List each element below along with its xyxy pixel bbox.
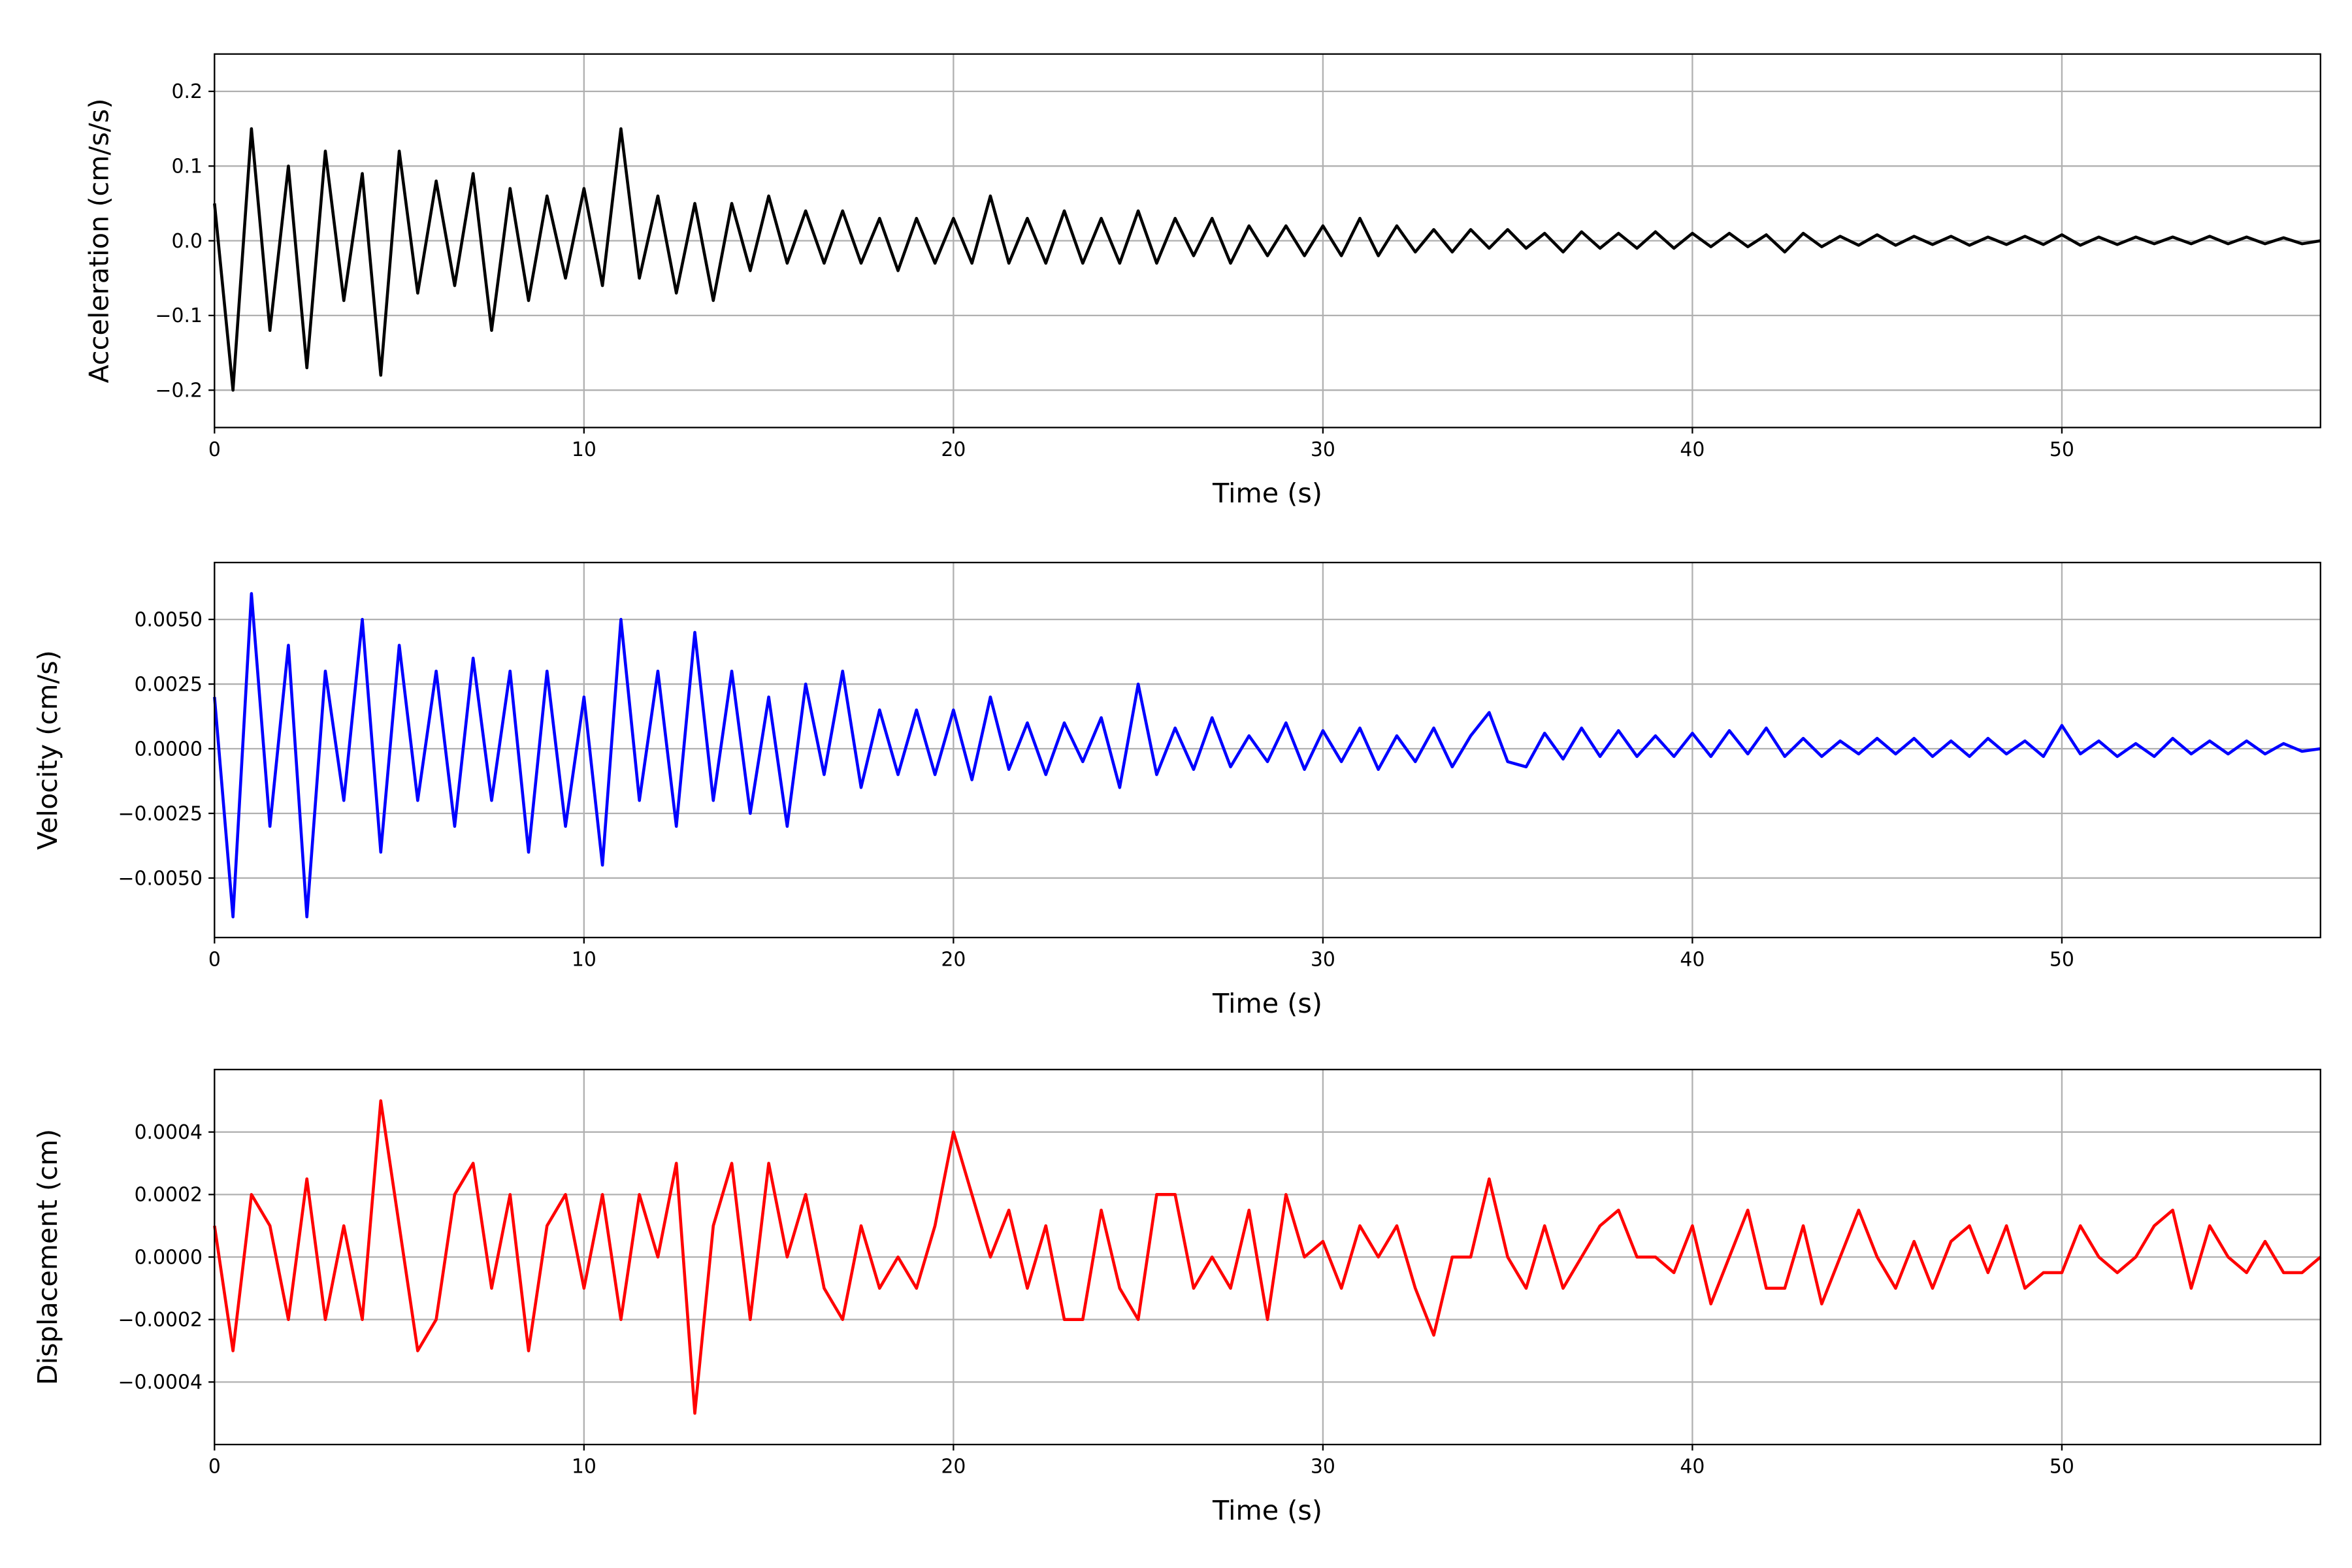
y-tick-label: 0.0050: [135, 608, 203, 631]
x-tick-label: 40: [1680, 949, 1705, 972]
x-axis-label: Time (s): [1212, 1495, 1322, 1526]
plot-frame: [214, 561, 2321, 939]
x-tick-label: 0: [208, 438, 221, 461]
x-tick-label: 10: [572, 438, 596, 461]
subplot: 0 10 20 30 40 50 −0.2 −0.1 0.0 0.1 0.2 Time (s) Acce…: [83, 53, 2321, 509]
x-tick-label: 50: [2050, 1456, 2074, 1478]
y-axis-label: Displacement (cm): [32, 1129, 63, 1385]
y-axis-label: Velocity (cm/s): [32, 650, 63, 850]
data-line: [213, 592, 2321, 919]
x-tick-label: 0: [208, 949, 221, 972]
y-tick-label: −0.0050: [118, 867, 203, 890]
y-tick-label: 0.0000: [135, 1246, 203, 1269]
x-tick-label: 10: [572, 1456, 596, 1478]
data-line: [213, 1099, 2322, 1415]
x-tick-label: 20: [941, 438, 966, 461]
x-tick-label: 30: [1311, 949, 1335, 972]
y-tick-label: −0.0025: [118, 802, 203, 825]
x-axis-label: Time (s): [1212, 988, 1322, 1019]
y-tick-label: 0.0004: [135, 1121, 203, 1144]
y-tick-label: −0.2: [155, 380, 203, 402]
x-tick-label: 40: [1680, 1456, 1705, 1478]
y-tick-label: −0.0002: [118, 1309, 203, 1331]
subplot: 0 10 20 30 40 50 −0.0004 −0.0002 0.0000 0.0002 0.0…: [32, 1068, 2322, 1526]
plot-frame: [214, 53, 2321, 429]
x-tick-label: 0: [208, 1456, 221, 1478]
y-tick-label: −0.1: [155, 304, 203, 327]
subplot: 0 10 20 30 40 50 −0.0050 −0.0025 0.0000 0.0025 0.0…: [32, 561, 2321, 1019]
plot-frame: [214, 1068, 2321, 1446]
x-tick-label: 50: [2050, 438, 2074, 461]
x-tick-label: 20: [941, 949, 966, 972]
x-axis-label: Time (s): [1212, 478, 1322, 509]
y-tick-label: 0.0000: [135, 738, 203, 760]
y-tick-label: 0.1: [172, 155, 203, 178]
y-tick-label: 0.0025: [135, 673, 203, 696]
x-tick-label: 20: [941, 1456, 966, 1478]
y-tick-label: 0.0: [172, 230, 203, 253]
x-tick-label: 40: [1680, 438, 1705, 461]
x-tick-label: 50: [2050, 949, 2074, 972]
x-tick-label: 30: [1311, 438, 1335, 461]
data-line: [213, 127, 2321, 392]
y-tick-label: −0.0004: [118, 1371, 203, 1394]
y-tick-label: 0.2: [172, 80, 203, 103]
x-tick-label: 30: [1311, 1456, 1335, 1478]
x-tick-label: 10: [572, 949, 596, 972]
y-axis-label: Acceleration (cm/s/s): [83, 99, 114, 384]
y-tick-label: 0.0002: [135, 1184, 203, 1207]
